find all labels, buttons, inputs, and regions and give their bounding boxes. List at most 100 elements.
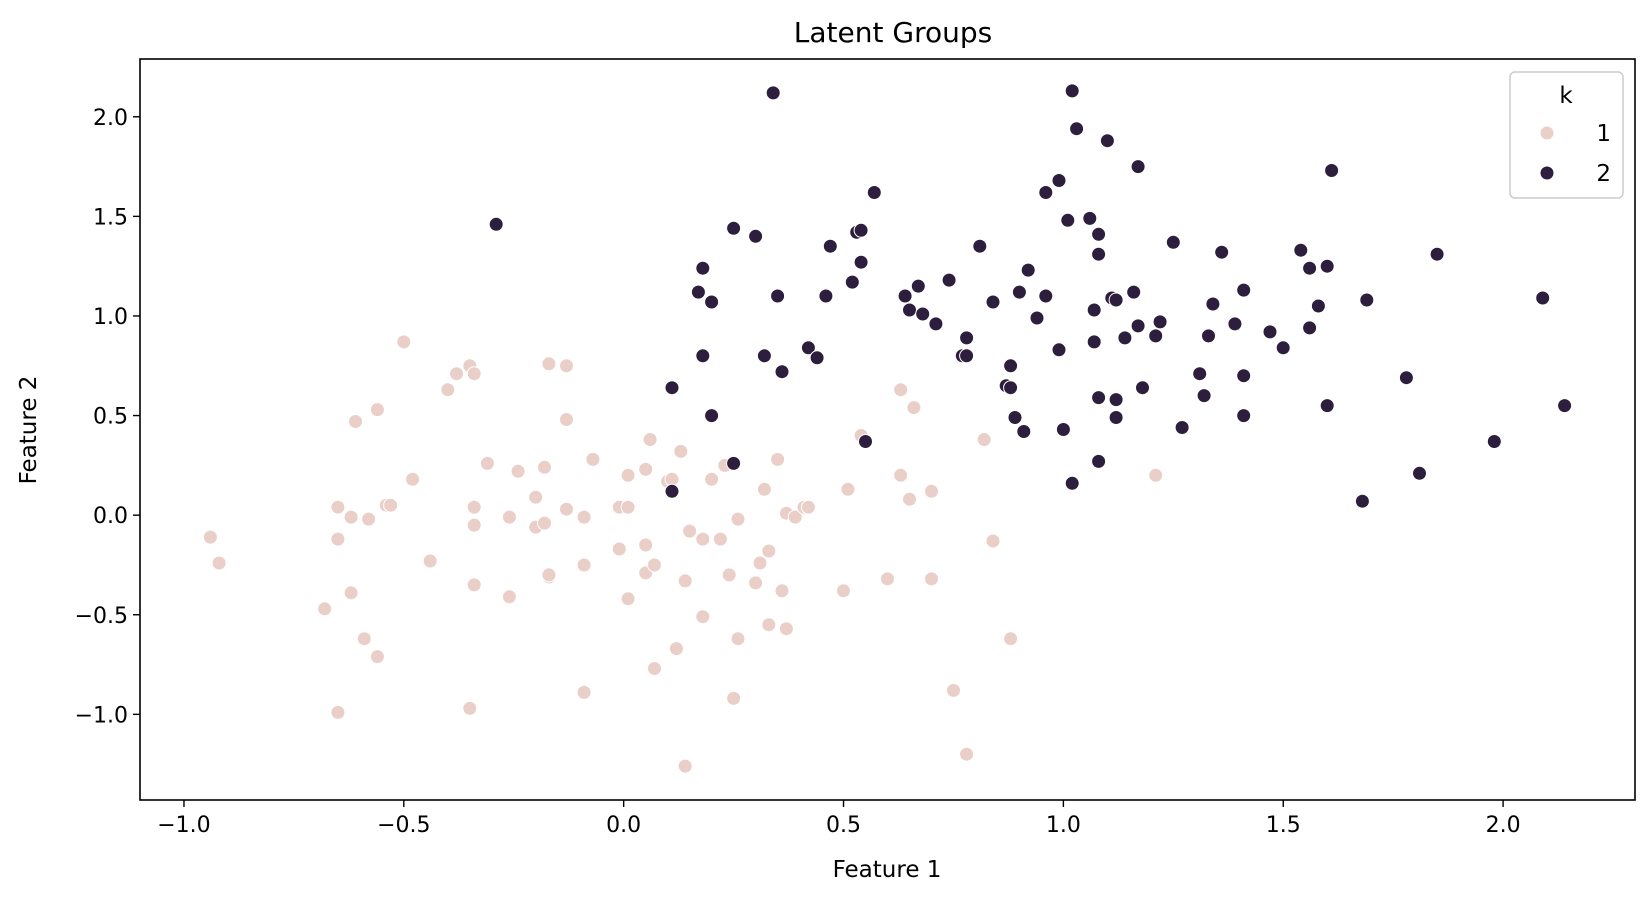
point-k1-32	[537, 459, 552, 475]
y-tick-label: 0.5	[93, 405, 128, 430]
point-k2-9	[726, 455, 742, 471]
point-k2-70	[1148, 328, 1164, 344]
point-k2-10	[748, 228, 764, 244]
point-k1-24	[466, 517, 482, 533]
point-k2-89	[1319, 258, 1335, 274]
point-k2-67	[1130, 159, 1146, 175]
x-tick-label: 0.0	[606, 813, 641, 838]
point-k2-12	[765, 85, 781, 101]
point-k2-51	[1064, 475, 1080, 491]
point-k2-82	[1236, 408, 1252, 424]
point-k1-12	[369, 649, 385, 665]
point-k2-17	[818, 288, 834, 304]
point-k2-59	[1091, 453, 1107, 469]
plot-points	[202, 83, 1573, 774]
point-k2-30	[941, 272, 957, 288]
point-k1-40	[576, 509, 592, 525]
point-k1-73	[756, 481, 772, 497]
point-k2-7	[704, 408, 720, 424]
point-k1-94	[959, 746, 975, 762]
plot-frame	[139, 58, 1636, 801]
point-k2-21	[853, 222, 869, 238]
point-k2-77	[1205, 296, 1221, 312]
point-k2-76	[1201, 328, 1216, 344]
point-k1-38	[559, 412, 574, 427]
legend-label-1: 1	[1596, 121, 1611, 147]
point-k1-75	[761, 617, 777, 633]
point-k2-38	[1003, 380, 1019, 396]
point-k1-6	[343, 509, 359, 525]
point-k2-5	[695, 348, 711, 364]
point-k2-33	[959, 348, 975, 364]
point-k1-91	[924, 483, 939, 499]
point-k1-65	[712, 531, 728, 547]
x-tick-label: 1.5	[1266, 813, 1301, 838]
point-k2-6	[704, 294, 720, 310]
point-k2-45	[1038, 288, 1054, 304]
point-k1-62	[695, 531, 711, 547]
point-k1-88	[893, 467, 909, 483]
legend-title: k	[1559, 83, 1573, 109]
point-k1-89	[902, 491, 917, 507]
point-k2-2	[664, 483, 680, 499]
point-k1-49	[638, 461, 654, 477]
point-k2-32	[959, 330, 975, 346]
point-k1-82	[800, 499, 816, 515]
point-k1-29	[510, 463, 526, 479]
point-k1-92	[924, 571, 939, 587]
point-k2-87	[1302, 320, 1318, 336]
point-k2-4	[695, 260, 711, 276]
point-k2-26	[902, 302, 917, 318]
point-k2-43	[1029, 310, 1045, 326]
point-k1-25	[466, 577, 482, 593]
point-k2-94	[1398, 370, 1414, 386]
point-k1-18	[440, 382, 456, 398]
point-k2-86	[1302, 260, 1318, 276]
point-k2-83	[1262, 324, 1278, 340]
point-k2-16	[809, 350, 825, 366]
point-k1-93	[946, 682, 961, 698]
point-k1-16	[405, 471, 421, 487]
point-k1-54	[647, 661, 662, 676]
point-k2-62	[1108, 292, 1124, 308]
point-k1-47	[620, 467, 636, 483]
y-axis: −1.0 −0.5 0.0 0.5 1.0 1.5 2.0	[75, 106, 140, 728]
point-k1-34	[541, 356, 557, 372]
point-k1-87	[893, 382, 909, 398]
chart-title: Latent Groups	[794, 16, 992, 49]
point-k2-37	[1003, 358, 1019, 374]
point-k1-14	[383, 497, 399, 513]
y-tick-label: 1.5	[93, 205, 128, 230]
point-k2-58	[1091, 390, 1107, 406]
point-k1-59	[677, 573, 693, 589]
point-k1-45	[611, 541, 627, 557]
point-k2-41	[1016, 424, 1032, 439]
y-tick-label: 1.0	[93, 305, 128, 330]
y-tick-label: −0.5	[75, 604, 128, 629]
point-k2-49	[1060, 212, 1076, 228]
point-k2-98	[1535, 290, 1551, 306]
point-k1-52	[642, 432, 658, 447]
point-k1-46	[620, 499, 636, 515]
point-k1-63	[695, 609, 711, 625]
point-k2-15	[800, 340, 816, 356]
point-k2-18	[822, 238, 838, 254]
point-k1-64	[704, 471, 720, 487]
point-k2-99	[1557, 398, 1573, 414]
point-k2-81	[1236, 368, 1252, 384]
point-k1-43	[585, 451, 601, 467]
point-k2-69	[1135, 380, 1150, 396]
point-k2-75	[1196, 388, 1212, 404]
point-k1-77	[774, 583, 790, 599]
point-k2-79	[1227, 316, 1243, 332]
point-k1-98	[1148, 467, 1164, 483]
point-k2-14	[774, 364, 790, 380]
point-k2-29	[928, 316, 944, 332]
point-k2-92	[1354, 493, 1370, 509]
y-tick-label: 0.0	[93, 504, 128, 529]
y-axis-title: Feature 2	[16, 376, 42, 485]
x-tick-label: −0.5	[377, 813, 430, 838]
point-k2-3	[690, 284, 706, 300]
point-k1-9	[356, 631, 372, 647]
point-k2-66	[1126, 284, 1142, 300]
